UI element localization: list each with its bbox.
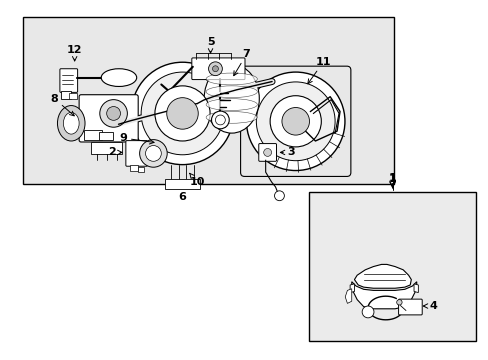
FancyBboxPatch shape (125, 141, 147, 166)
Bar (164, 179, 200, 189)
Text: 4: 4 (423, 301, 436, 311)
Bar (23, 17, 393, 184)
Ellipse shape (215, 115, 225, 125)
Text: 11: 11 (307, 57, 330, 84)
Ellipse shape (362, 306, 373, 318)
Text: 12: 12 (67, 45, 82, 61)
FancyBboxPatch shape (191, 58, 244, 80)
Ellipse shape (106, 107, 120, 120)
Text: 8: 8 (51, 94, 74, 116)
Ellipse shape (101, 69, 137, 86)
Ellipse shape (212, 66, 218, 72)
Text: 9: 9 (119, 133, 154, 144)
Bar (91, 142, 122, 154)
Bar (138, 167, 143, 172)
Ellipse shape (269, 96, 321, 147)
Ellipse shape (131, 62, 233, 165)
Text: 1: 1 (388, 173, 396, 183)
Ellipse shape (208, 62, 222, 76)
FancyBboxPatch shape (79, 95, 138, 142)
Ellipse shape (282, 108, 309, 135)
Ellipse shape (246, 72, 344, 171)
Polygon shape (354, 264, 410, 288)
Bar (61, 91, 71, 99)
Bar (129, 165, 138, 171)
Ellipse shape (155, 86, 210, 141)
Polygon shape (351, 282, 416, 309)
Bar (69, 93, 77, 99)
Ellipse shape (206, 112, 257, 123)
Ellipse shape (206, 73, 257, 85)
Ellipse shape (206, 99, 257, 111)
Ellipse shape (211, 111, 229, 129)
Ellipse shape (263, 148, 271, 156)
Text: 10: 10 (189, 173, 204, 187)
Ellipse shape (141, 72, 224, 155)
Ellipse shape (204, 64, 259, 133)
Text: 1: 1 (388, 174, 396, 184)
Polygon shape (349, 284, 354, 293)
Polygon shape (413, 284, 418, 293)
Text: 5: 5 (206, 37, 214, 53)
FancyBboxPatch shape (60, 69, 78, 93)
Ellipse shape (256, 82, 334, 161)
Ellipse shape (166, 98, 198, 129)
Text: 7: 7 (233, 49, 250, 76)
FancyBboxPatch shape (258, 144, 276, 161)
Ellipse shape (100, 100, 127, 127)
Text: 6: 6 (178, 192, 186, 202)
Ellipse shape (206, 86, 257, 98)
Ellipse shape (274, 191, 284, 201)
Text: 3: 3 (280, 148, 294, 157)
Ellipse shape (58, 105, 85, 141)
Polygon shape (345, 289, 351, 303)
Ellipse shape (140, 140, 167, 167)
Ellipse shape (63, 112, 79, 134)
Bar (99, 132, 112, 140)
Text: 2: 2 (108, 148, 122, 157)
Ellipse shape (145, 145, 161, 161)
FancyBboxPatch shape (398, 299, 421, 315)
Ellipse shape (396, 300, 401, 305)
Bar (309, 192, 475, 341)
Bar (84, 130, 102, 140)
